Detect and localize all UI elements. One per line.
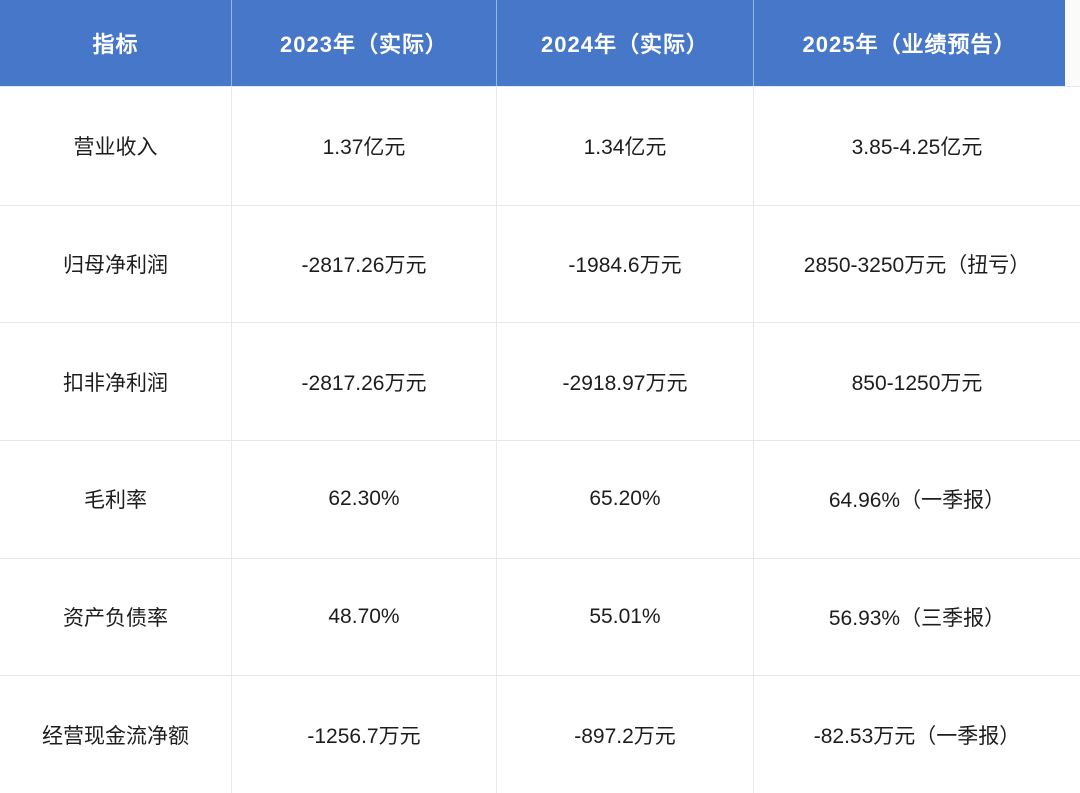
value-2024: 65.20% [497, 440, 754, 558]
header-cell-metric: 指标 [0, 0, 232, 86]
header-right-gap [1065, 0, 1080, 86]
metric-label: 营业收入 [0, 87, 232, 205]
table-row-revenue: 营业收入 1.37亿元 1.34亿元 3.85-4.25亿元 [0, 87, 1080, 205]
value-2025: 56.93%（三季报） [828, 606, 1006, 630]
table-row-debt-ratio: 资产负债率 48.70% 55.01% 56.93%（三季报） [0, 557, 1080, 676]
value-2023: -2817.26万元 [232, 205, 497, 323]
table-header-row: 指标 2023年（实际） 2024年（实际） 2025年（业绩预告） [0, 0, 1080, 87]
value-2024: 55.01% [497, 558, 754, 676]
value-2024: -2918.97万元 [497, 323, 754, 440]
value-2023: 1.37亿元 [232, 87, 497, 205]
value-2024: -1984.6万元 [497, 205, 754, 323]
header-cell-2025: 2025年（业绩预告） [754, 0, 1065, 86]
value-2023: 62.30% [232, 440, 497, 558]
value-2025: -82.53万元（一季报） [813, 724, 1021, 748]
value-2025: 3.85-4.25亿元 [851, 135, 983, 159]
value-2025: 64.96%（一季报） [828, 489, 1006, 513]
table-row-net-profit: 归母净利润 -2817.26万元 -1984.6万元 2850-3250万元（扭… [0, 204, 1080, 323]
value-2024: -897.2万元 [497, 676, 754, 793]
value-2023: -1256.7万元 [232, 676, 497, 793]
table-row-non-gaap-profit: 扣非净利润 -2817.26万元 -2918.97万元 850-1250万元 [0, 322, 1080, 440]
table-row-operating-cash-flow: 经营现金流净额 -1256.7万元 -897.2万元 -82.53万元（一季报） [0, 675, 1080, 793]
value-2025: 2850-3250万元（扭亏） [803, 253, 1031, 277]
value-2024: 1.34亿元 [497, 87, 754, 205]
header-cell-2024: 2024年（实际） [497, 0, 754, 86]
metric-label: 资产负债率 [0, 558, 232, 676]
metric-label: 扣非净利润 [0, 323, 232, 440]
value-2023: 48.70% [232, 558, 497, 676]
table-row-gross-margin: 毛利率 62.30% 65.20% 64.96%（一季报） [0, 439, 1080, 558]
value-2023: -2817.26万元 [232, 323, 497, 440]
metric-label: 毛利率 [0, 440, 232, 558]
header-cell-2023: 2023年（实际） [232, 0, 497, 86]
value-2025: 850-1250万元 [851, 371, 983, 395]
metric-label: 归母净利润 [0, 205, 232, 323]
metric-label: 经营现金流净额 [0, 676, 232, 793]
